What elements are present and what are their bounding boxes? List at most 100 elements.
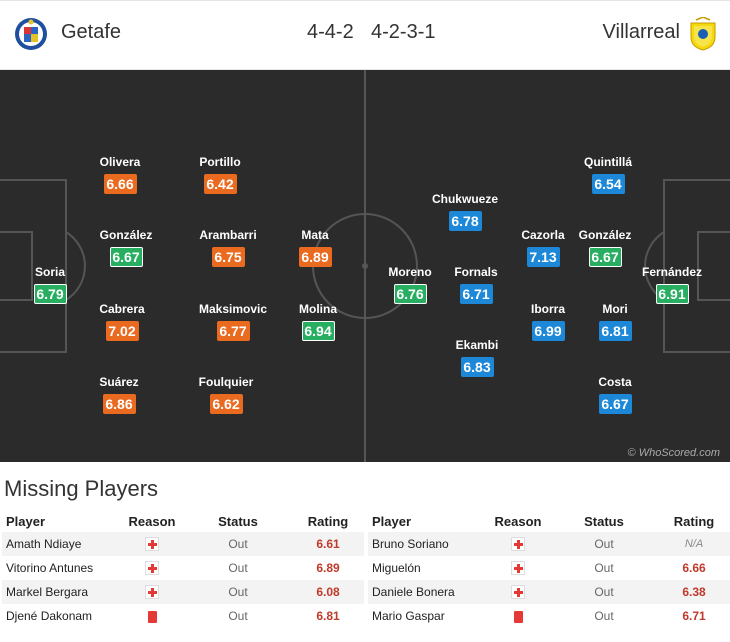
player-name: Cazorla [521, 228, 565, 242]
injury-icon [511, 561, 525, 576]
home-player[interactable]: Cabrera 7.02 [77, 302, 167, 341]
red-card-icon [513, 610, 523, 623]
missing-rating: 6.61 [292, 532, 364, 556]
away-player[interactable]: Iborra 6.99 [503, 302, 593, 341]
missing-status: Out [594, 609, 614, 623]
missing-status: Out [550, 580, 658, 604]
home-player[interactable]: Olivera 6.66 [75, 155, 165, 194]
red-card-icon [147, 610, 157, 623]
player-rating: 6.89 [298, 247, 332, 267]
missing-status: Out [228, 609, 248, 623]
table-row: Mario Gaspar Out 6.71 [368, 604, 730, 628]
home-player[interactable]: Portillo 6.42 [175, 155, 265, 194]
table-row: Miguelón Out 6.66 [368, 556, 730, 580]
player-name: Foulquier [198, 375, 254, 389]
player-rating: 6.71 [459, 284, 493, 304]
player-name: Suárez [99, 375, 139, 389]
column-status: Status [550, 510, 658, 532]
home-team-name[interactable]: Getafe [61, 21, 122, 43]
player-name: Quintillá [584, 155, 632, 169]
away-player[interactable]: Chukwueze 6.78 [420, 192, 510, 231]
missing-player-name[interactable]: Bruno Soriano [368, 532, 486, 556]
player-rating: 6.79 [33, 284, 67, 304]
home-formation: 4-4-2 [307, 21, 354, 43]
away-player[interactable]: Quintillá 6.54 [563, 155, 653, 194]
player-rating: 7.13 [526, 247, 560, 267]
missing-status: Out [184, 580, 292, 604]
player-rating: 6.66 [103, 174, 137, 194]
player-name: Portillo [199, 155, 241, 169]
home-missing-table: Player Reason Status Rating Amath Ndiaye… [2, 510, 364, 628]
player-rating: 6.54 [591, 174, 625, 194]
home-player[interactable]: Molina 6.94 [273, 302, 363, 341]
player-name: Iborra [530, 302, 565, 316]
injury-icon [511, 537, 525, 552]
away-formation: 4-2-3-1 [371, 21, 436, 43]
player-name: Moreno [388, 265, 432, 279]
player-rating: 6.86 [102, 394, 136, 414]
missing-status: Out [594, 561, 614, 575]
missing-rating: 6.89 [316, 561, 340, 575]
player-rating: 6.91 [655, 284, 689, 304]
missing-player-name[interactable]: Djené Dakonam [6, 609, 93, 623]
player-rating: 6.75 [211, 247, 245, 267]
player-rating: 6.76 [393, 284, 427, 304]
player-name: Cabrera [99, 302, 145, 316]
player-name: Chukwueze [431, 192, 498, 206]
player-name: Molina [299, 302, 337, 316]
missing-players-title: Missing Players [4, 476, 159, 501]
missing-rating: 6.71 [682, 609, 706, 623]
missing-status: Out [184, 532, 292, 556]
missing-player-name[interactable]: Vitorino Antunes [6, 561, 94, 575]
missing-rating: N/A [658, 532, 730, 556]
missing-player-name[interactable]: Mario Gaspar [372, 609, 445, 623]
away-player[interactable]: Fornals 6.71 [431, 265, 521, 304]
getafe-crest-icon [15, 18, 47, 50]
away-player[interactable]: Ekambi 6.83 [432, 338, 522, 377]
player-name: González [99, 228, 153, 242]
column-status: Status [184, 510, 292, 532]
player-rating: 6.99 [531, 321, 565, 341]
away-team-name[interactable]: Villarreal [602, 21, 680, 43]
home-player[interactable]: Soria 6.79 [5, 265, 95, 304]
player-rating: 6.83 [460, 357, 494, 377]
away-player[interactable]: Cazorla 7.13 [498, 228, 588, 267]
home-player[interactable]: Maksimovic 6.77 [188, 302, 278, 341]
missing-rating: 6.66 [682, 561, 706, 575]
whoscored-watermark: © WhoScored.com [627, 447, 720, 459]
home-player[interactable]: Arambarri 6.75 [183, 228, 273, 267]
injury-icon [511, 585, 525, 600]
missing-player-name[interactable]: Daniele Bonera [368, 580, 486, 604]
home-player[interactable]: González 6.67 [81, 228, 171, 267]
home-player[interactable]: Suárez 6.86 [74, 375, 164, 414]
player-rating: 6.77 [216, 321, 250, 341]
missing-player-name[interactable]: Markel Bergara [2, 580, 120, 604]
column-rating: Rating [658, 510, 730, 532]
column-player: Player [368, 510, 486, 532]
away-player[interactable]: Moreno 6.76 [365, 265, 455, 304]
home-player[interactable]: Mata 6.89 [270, 228, 360, 267]
pitch: Olivera 6.66 Portillo 6.42 González 6.67… [0, 70, 730, 462]
home-player[interactable]: Foulquier 6.62 [181, 375, 271, 414]
column-reason: Reason [486, 510, 550, 532]
away-player[interactable]: Mori 6.81 [570, 302, 660, 341]
player-name: Fernández [641, 265, 702, 279]
away-player[interactable]: González 6.67 [560, 228, 650, 267]
player-rating: 6.67 [109, 247, 143, 267]
table-row: Amath Ndiaye Out 6.61 [2, 532, 364, 556]
missing-rating: 6.08 [292, 580, 364, 604]
away-player[interactable]: Fernández 6.91 [627, 265, 717, 304]
player-name: Ekambi [455, 338, 499, 352]
missing-status: Out [550, 532, 658, 556]
missing-player-name[interactable]: Miguelón [372, 561, 421, 575]
player-rating: 6.94 [301, 321, 335, 341]
player-name: Fornals [454, 265, 498, 279]
player-name: Olivera [99, 155, 141, 169]
player-rating: 6.67 [588, 247, 622, 267]
player-name: Arambarri [199, 228, 257, 242]
player-rating: 6.81 [598, 321, 632, 341]
away-player[interactable]: Costa 6.67 [570, 375, 660, 414]
missing-player-name[interactable]: Amath Ndiaye [2, 532, 120, 556]
table-row: Djené Dakonam Out 6.81 [2, 604, 364, 628]
column-player: Player [2, 510, 120, 532]
